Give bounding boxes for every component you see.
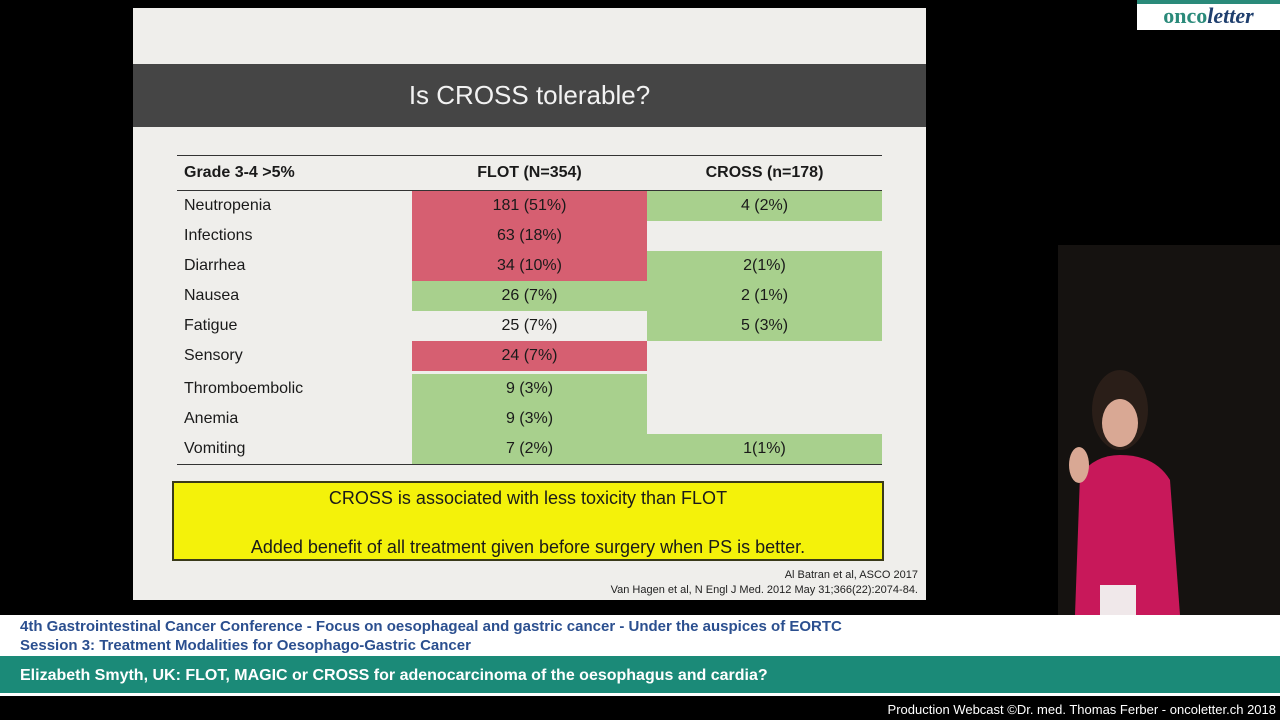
cell-cross: 5 (3%) [647,311,882,341]
cell-cross: 4 (2%) [647,191,882,221]
header-cross: CROSS (n=178) [705,164,824,181]
references: Al Batran et al, ASCO 2017 Van Hagen et … [611,568,918,598]
table-row: Fatigue 25 (7%) 5 (3%) [177,311,882,341]
table-row: Nausea 26 (7%) 2 (1%) [177,281,882,311]
cell-label: Vomiting [184,440,246,457]
slide-title: Is CROSS tolerable? [133,64,926,127]
cell-flot: 25 (7%) [501,317,558,334]
table-row: Thromboembolic 9 (3%) [177,374,882,404]
header-flot: FLOT (N=354) [477,164,582,181]
cell-flot: 34 (10%) [412,251,647,281]
cell-label: Fatigue [184,317,238,334]
cell-cross: 1(1%) [647,434,882,464]
conclusion-line: CROSS is associated with less toxicity t… [328,488,728,508]
cell-label: Nausea [184,287,240,304]
speaker-video [1069,370,1180,615]
production-credit: Production Webcast ©Dr. med. Thomas Ferb… [887,702,1276,717]
cell-cross [647,341,882,371]
table-row: Neutropenia 181 (51%) 4 (2%) [177,191,882,221]
reference: Van Hagen et al, N Engl J Med. 2012 May … [610,584,918,596]
cell-label: Infections [184,227,253,244]
table-header: Grade 3-4 >5% FLOT (N=354) CROSS (n=178) [177,155,882,191]
cell-flot: 181 (51%) [412,191,647,221]
table-row: Vomiting 7 (2%) 1(1%) [177,434,882,464]
cell-cross: 2(1%) [647,251,882,281]
cell-flot: 63 (18%) [412,221,647,251]
cell-cross [647,374,882,404]
cell-flot: 9 (3%) [412,404,647,434]
conclusion-line: Added benefit of all treatment given bef… [250,537,806,557]
cell-cross [647,221,882,251]
cell-flot: 9 (3%) [412,374,647,404]
cell-label: Sensory [184,347,243,364]
cell-label: Thromboembolic [184,380,304,397]
conference-info: 4th Gastrointestinal Cancer Conference -… [0,615,1280,656]
talk-title: Elizabeth Smyth, UK: FLOT, MAGIC or CROS… [0,656,1280,696]
presentation-slide: Is CROSS tolerable? Grade 3-4 >5% FLOT (… [133,8,926,600]
table-row: Anemia 9 (3%) [177,404,882,434]
table-bottom-rule [177,464,882,465]
cell-label: Diarrhea [184,257,246,274]
cell-cross: 2 (1%) [647,281,882,311]
oncoletter-logo: oncoletter [1137,0,1280,30]
header-grade: Grade 3-4 >5% [184,164,295,181]
conference-title: 4th Gastrointestinal Cancer Conference -… [20,618,842,635]
cell-flot: 26 (7%) [412,281,647,311]
cell-cross [647,404,882,434]
session-title: Session 3: Treatment Modalities for Oeso… [20,637,471,654]
reference: Al Batran et al, ASCO 2017 [784,569,918,581]
table-row: Diarrhea 34 (10%) 2(1%) [177,251,882,281]
conclusion-box: CROSS is associated with less toxicity t… [172,481,884,561]
table-row: Infections 63 (18%) [177,221,882,251]
cell-label: Anemia [184,410,239,427]
cell-label: Neutropenia [184,197,272,214]
cell-flot: 24 (7%) [412,341,647,371]
table-row: Sensory 24 (7%) [177,341,882,371]
cell-flot: 7 (2%) [412,434,647,464]
